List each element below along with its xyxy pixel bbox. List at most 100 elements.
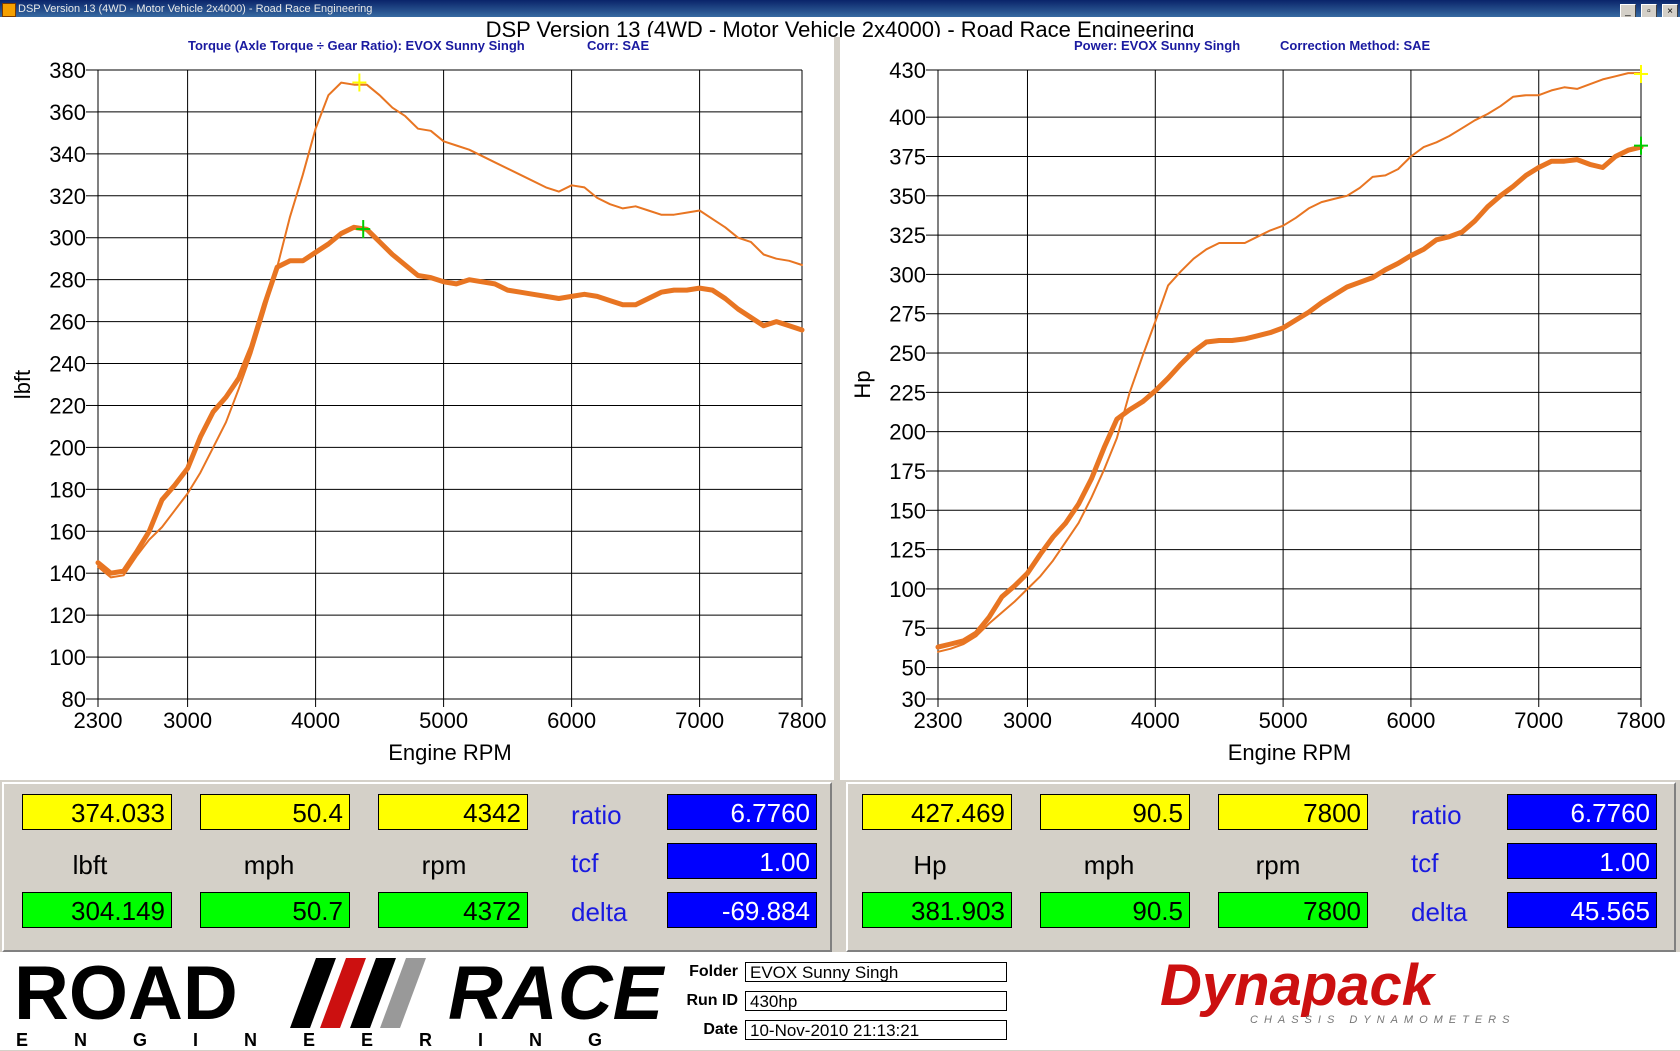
dynapack-logo-text: Dynapack <box>1160 953 1435 1018</box>
ratio-label: ratio <box>571 800 622 830</box>
ratio-label-right: ratio <box>1411 800 1462 830</box>
ratio-value-right: 6.7760 <box>1507 794 1657 830</box>
y-tick-label: 120 <box>49 603 86 628</box>
power-cursor1-rpm: 7800 <box>1218 794 1368 830</box>
power-unit-label: Hp <box>913 850 947 880</box>
y-tick-label: 80 <box>62 687 86 712</box>
y-tick-label: 375 <box>889 144 926 169</box>
logo-stripes <box>290 958 426 1028</box>
window-title: DSP Version 13 (4WD - Motor Vehicle 2x40… <box>18 3 373 15</box>
torque-cursor2-speed: 50.7 <box>200 892 350 928</box>
x-tick-label: 6000 <box>547 708 596 733</box>
x-tick-label: 3000 <box>1003 708 1052 733</box>
x-tick-label: 2300 <box>74 708 123 733</box>
x-tick-label: 5000 <box>1259 708 1308 733</box>
logo-road-text: ROAD <box>14 951 238 1036</box>
maximize-button[interactable]: ▫ <box>1640 4 1657 18</box>
y-tick-label: 250 <box>889 341 926 366</box>
y-tick-label: 225 <box>889 380 926 405</box>
power-subtitle: Power: EVOX Sunny Singh <box>1074 38 1241 53</box>
x-tick-label: 6000 <box>1386 708 1435 733</box>
torque-cursor1-value: 374.033 <box>22 794 172 830</box>
power-cursor1-speed: 90.5 <box>1040 794 1190 830</box>
power-chart: 30 50 75 100 125 150 175 200 225 250 275 300 325 350 3… <box>850 58 1666 765</box>
y-tick-label: 430 <box>889 58 926 83</box>
speed-unit-label: mph <box>243 850 295 880</box>
x-tick-label: 4000 <box>291 708 340 733</box>
torque-unit-label: lbft <box>72 850 108 880</box>
y-tick-label: 30 <box>902 687 926 712</box>
y-tick-label: 100 <box>889 577 926 602</box>
tcf-label: tcf <box>571 848 599 878</box>
y-tick-label: 300 <box>889 262 926 287</box>
x-axis-label: Engine RPM <box>1228 740 1352 765</box>
main-title: DSP Version 13 (4WD - Motor Vehicle 2x40… <box>0 17 1680 37</box>
y-tick-label: 100 <box>49 645 86 670</box>
power-cursor2-rpm: 7800 <box>1218 892 1368 928</box>
x-tick-label: 3000 <box>163 708 212 733</box>
y-tick-label: 50 <box>902 656 926 681</box>
x-tick-label: 7800 <box>778 708 827 733</box>
speed-unit-label-right: mph <box>1083 850 1135 880</box>
rpm-unit-label: rpm <box>421 850 467 880</box>
date-field[interactable]: 10-Nov-2010 21:13:21 <box>745 1020 1007 1040</box>
y-tick-label: 175 <box>889 459 926 484</box>
delta-value: -69.884 <box>667 892 817 928</box>
delta-value-right: 45.565 <box>1507 892 1657 928</box>
y-tick-label: 160 <box>49 519 86 544</box>
tcf-value: 1.00 <box>667 843 817 879</box>
y-axis-label: lbft <box>10 370 35 399</box>
torque-subtitle: Torque (Axle Torque ÷ Gear Ratio): EVOX … <box>188 38 525 53</box>
logo-race-text: RACE <box>448 951 664 1036</box>
torque-chart-panel: 80 100 120 140 160 180 200 220 240 260 280 300 320 34… <box>0 55 834 780</box>
y-tick-label: 325 <box>889 223 926 248</box>
x-tick-label: 7800 <box>1617 708 1666 733</box>
date-label: Date <box>703 1021 738 1038</box>
torque-cursor2-rpm: 4372 <box>378 892 528 928</box>
close-button[interactable]: × <box>1662 4 1678 18</box>
y-tick-label: 320 <box>49 184 86 209</box>
run-id-field[interactable]: 430hp <box>745 991 1007 1011</box>
y-tick-label: 140 <box>49 561 86 586</box>
y-tick-label: 75 <box>902 616 926 641</box>
y-tick-label: 200 <box>49 435 86 460</box>
rpm-unit-label-right: rpm <box>1255 850 1301 880</box>
tcf-label-right: tcf <box>1411 848 1439 878</box>
folder-field[interactable]: EVOX Sunny Singh <box>745 962 1007 982</box>
y-tick-label: 340 <box>49 142 86 167</box>
x-tick-label: 5000 <box>419 708 468 733</box>
folder-label: Folder <box>689 963 738 980</box>
footer: ROAD RACE ENGINEERING Folder Run ID Date… <box>0 952 1680 1050</box>
power-cursor2-value: 381.903 <box>862 892 1012 928</box>
y-axis-label: Hp <box>850 370 875 398</box>
torque-cursor1-speed: 50.4 <box>200 794 350 830</box>
y-tick-label: 400 <box>889 105 926 130</box>
series-line-1 <box>937 72 1642 653</box>
torque-correction: Corr: SAE <box>587 38 650 53</box>
power-readout-panel: 427.469 90.5 7800 Hp mph rpm 381.903 90.… <box>846 782 1676 952</box>
minimize-button[interactable]: _ <box>1619 4 1636 18</box>
window-titlebar: DSP Version 13 (4WD - Motor Vehicle 2x40… <box>0 0 1680 18</box>
power-correction: Correction Method: SAE <box>1280 38 1431 53</box>
x-axis-label: Engine RPM <box>388 740 512 765</box>
series-line-1 <box>97 81 803 579</box>
x-tick-label: 2300 <box>914 708 963 733</box>
torque-cursor1-rpm: 4342 <box>378 794 528 830</box>
torque-subtitle-bar: Torque (Axle Torque ÷ Gear Ratio): EVOX … <box>0 37 834 55</box>
x-tick-label: 4000 <box>1131 708 1180 733</box>
y-tick-label: 180 <box>49 477 86 502</box>
y-tick-label: 360 <box>49 100 86 125</box>
y-tick-label: 240 <box>49 352 86 377</box>
app-icon <box>2 3 16 17</box>
logo-engineering-text: ENGINEERING <box>16 1030 649 1050</box>
dynapack-logo-subtext: CHASSIS DYNAMOMETERS <box>1250 1014 1516 1026</box>
power-subtitle-bar: Power: EVOX Sunny Singh Correction Metho… <box>840 37 1680 55</box>
torque-chart: 80 100 120 140 160 180 200 220 240 260 280 300 320 34… <box>10 58 827 765</box>
series-line-2 <box>95 224 805 576</box>
power-cursor2-speed: 90.5 <box>1040 892 1190 928</box>
y-tick-label: 125 <box>889 538 926 563</box>
y-tick-label: 350 <box>889 184 926 209</box>
y-tick-label: 275 <box>889 302 926 327</box>
power-cursor1-value: 427.469 <box>862 794 1012 830</box>
tcf-value-right: 1.00 <box>1507 843 1657 879</box>
